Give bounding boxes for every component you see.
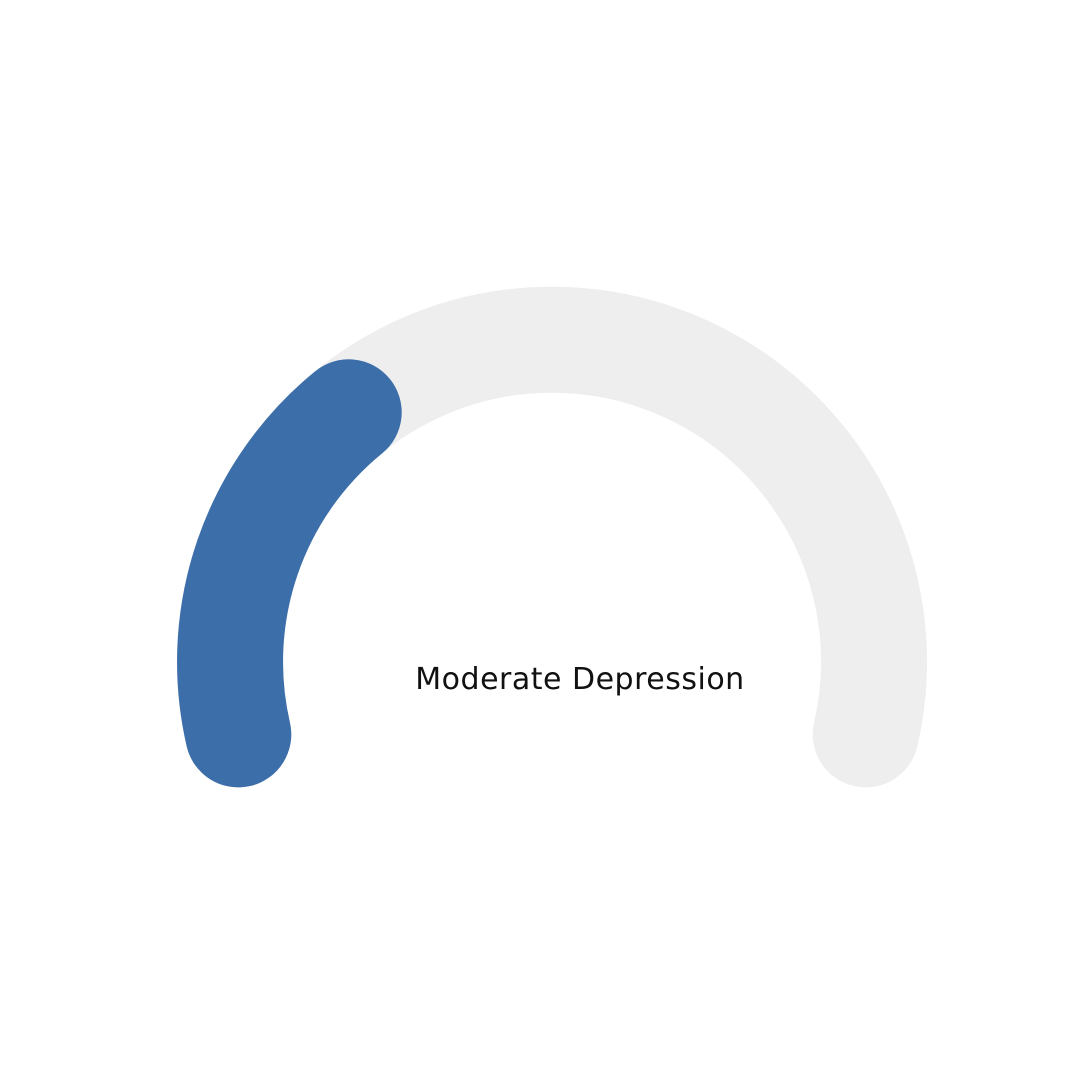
gauge-fill	[177, 359, 402, 788]
gauge-label: Moderate Depression	[415, 662, 745, 697]
